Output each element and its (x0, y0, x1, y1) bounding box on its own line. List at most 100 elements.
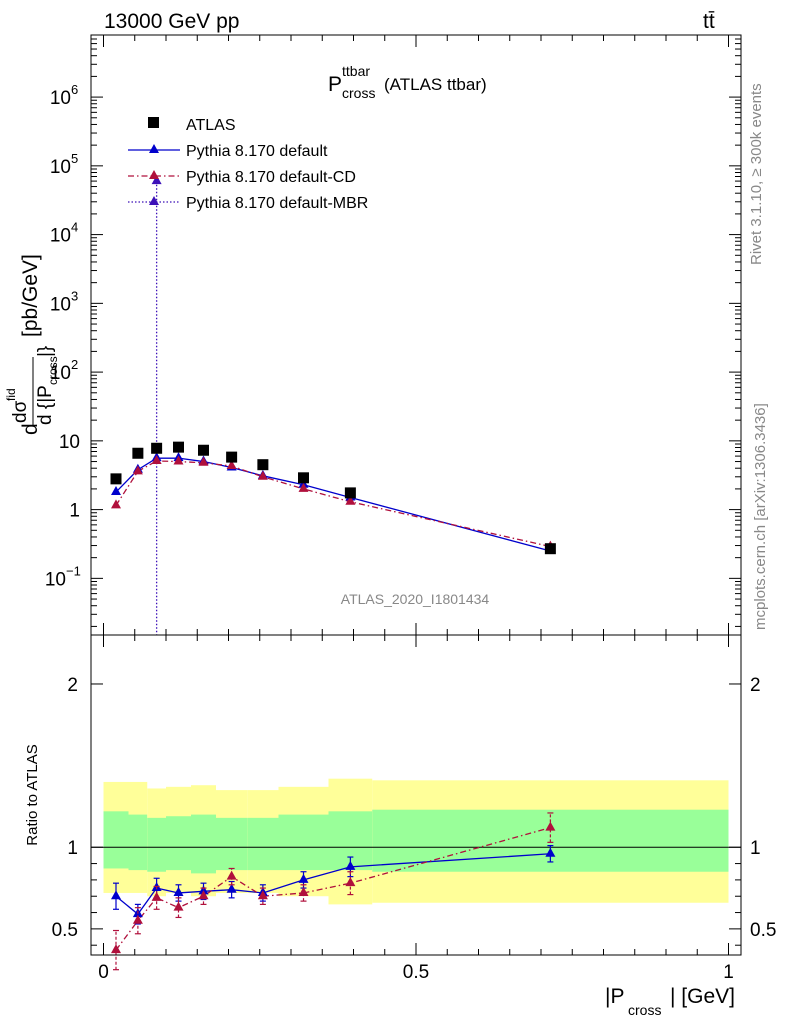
rivet-version-label: Rivet 3.1.10, ≥ 300k events (748, 83, 765, 265)
main-series-point (111, 486, 121, 496)
main-y-label: d dσ fid d {|P cross |} [pb/GeV] (4, 254, 60, 435)
main-series-point (173, 455, 184, 465)
legend: ATLAS Pythia 8.170 default Pythia 8.170 … (128, 117, 368, 212)
y-label-den-sub: cross (46, 356, 60, 385)
ratio-xtick-label: 0.5 (403, 962, 429, 983)
y-label-num: dσ (10, 400, 31, 423)
analysis-watermark: ATLAS_2020_I1801434 (341, 591, 490, 607)
ratio-uncertainty-bands (103, 778, 729, 905)
ratio-series-point (151, 891, 162, 901)
header-process-label: tt̄ (703, 10, 715, 33)
ratio-series-point (173, 901, 184, 911)
ratio-ytick-label-left: 0.5 (52, 920, 78, 941)
main-ytick-label: 1 (69, 501, 80, 522)
main-series-line (115, 460, 551, 548)
ratio-series-point (111, 944, 121, 954)
ratio-series-point (298, 886, 309, 896)
atlas-data-point (544, 543, 556, 555)
ratio-green-band (128, 814, 148, 871)
main-series-point (151, 454, 162, 464)
main-ytick-exponent: 3 (71, 288, 78, 303)
y-label-num-sup: fid (4, 388, 18, 401)
ratio-green-band (147, 817, 166, 872)
plot-title-sup: ttbar (342, 63, 370, 79)
atlas-data-point (257, 459, 269, 471)
ratio-series-point (298, 873, 309, 883)
x-axis-label: |P cross | [GeV] (605, 985, 735, 1018)
main-ytick-exponent: 2 (71, 357, 78, 372)
main-series-point (298, 482, 309, 492)
ratio-series-point (132, 914, 143, 924)
main-ytick-label: 10 (50, 294, 71, 315)
ratio-green-band (278, 814, 329, 871)
plot-title-suffix: (ATLAS ttbar) (384, 75, 487, 94)
ratio-series-point (545, 821, 556, 831)
y-label-den-tail: |} (35, 346, 56, 357)
ratio-green-band (103, 811, 129, 869)
legend-default-marker (149, 144, 159, 153)
ratio-green-band (247, 817, 279, 871)
main-series-point (257, 470, 268, 480)
ratio-ytick-label-left: 2 (67, 675, 78, 696)
ratio-series-point (226, 883, 237, 893)
main-ytick-exponent: 4 (71, 220, 78, 235)
x-label-post: | [GeV] (670, 985, 735, 1008)
atlas-data-point (151, 442, 163, 454)
ratio-panel: 0.5 0.5 1 1 2 2 0 0.5 1 Ratio to ATLAS |P cross … (24, 634, 776, 1018)
ratio-series-point (257, 890, 268, 900)
atlas-data-point (298, 472, 309, 484)
main-ytick-exponent: 6 (71, 82, 78, 97)
ratio-green-band (166, 816, 191, 871)
ratio-ticks: 0.5 0.5 1 1 2 2 0 0.5 1 (52, 635, 776, 983)
ratio-ytick-label-right: 1 (750, 838, 761, 859)
main-ytick-label: 10 (50, 226, 71, 247)
ratio-green-band (191, 814, 216, 874)
ratio-series-point (198, 885, 209, 895)
y-label-unit: [pb/GeV] (19, 254, 42, 337)
legend-cd-label: Pythia 8.170 default-CD (186, 169, 356, 186)
legend-cd-marker (149, 170, 159, 179)
ratio-series-point (345, 877, 356, 887)
atlas-data-point (132, 447, 144, 459)
ratio-series-markers (111, 812, 556, 971)
atlas-data-point (173, 441, 184, 453)
y-label-lead: d (19, 423, 42, 435)
atlas-data-point (226, 451, 238, 463)
main-ytick-label: 10 (50, 88, 71, 109)
x-label-sub: cross (628, 1002, 661, 1018)
main-ytick-label: 10 (50, 363, 71, 384)
ratio-xtick-label: 0 (98, 962, 109, 983)
main-series-point (132, 465, 143, 475)
plot-title-sub: cross (342, 85, 375, 101)
atlas-data-point (198, 444, 209, 456)
ratio-series-point (545, 847, 556, 857)
ratio-green-band (216, 817, 248, 871)
main-ytick-exponent: −1 (66, 563, 81, 578)
main-series-markers (110, 175, 556, 555)
y-label-den: d {|P (35, 385, 56, 425)
mbr-spike-marker (151, 175, 162, 185)
main-ytick-exponent: 5 (71, 151, 78, 166)
atlas-data-point (110, 473, 122, 485)
x-label-pre: |P (605, 985, 624, 1008)
ratio-series-point (173, 886, 184, 896)
main-series-point (345, 495, 356, 505)
main-series-lines (115, 181, 551, 635)
legend-atlas-marker (148, 117, 159, 128)
ratio-series-line (115, 853, 551, 916)
plot-title: P (328, 73, 342, 96)
ratio-series-point (345, 860, 356, 870)
ratio-series-lines (115, 827, 551, 951)
ratio-ytick-label-right: 0.5 (750, 920, 776, 941)
main-series-point (226, 460, 237, 470)
plot-title-main: P (328, 73, 342, 96)
legend-default-label: Pythia 8.170 default (186, 143, 328, 160)
main-series-line (115, 457, 551, 552)
main-ytick-label: 10 (45, 569, 66, 590)
ratio-y-label: Ratio to ATLAS (24, 744, 41, 845)
main-series-point (198, 456, 209, 466)
main-series-point (111, 499, 121, 509)
